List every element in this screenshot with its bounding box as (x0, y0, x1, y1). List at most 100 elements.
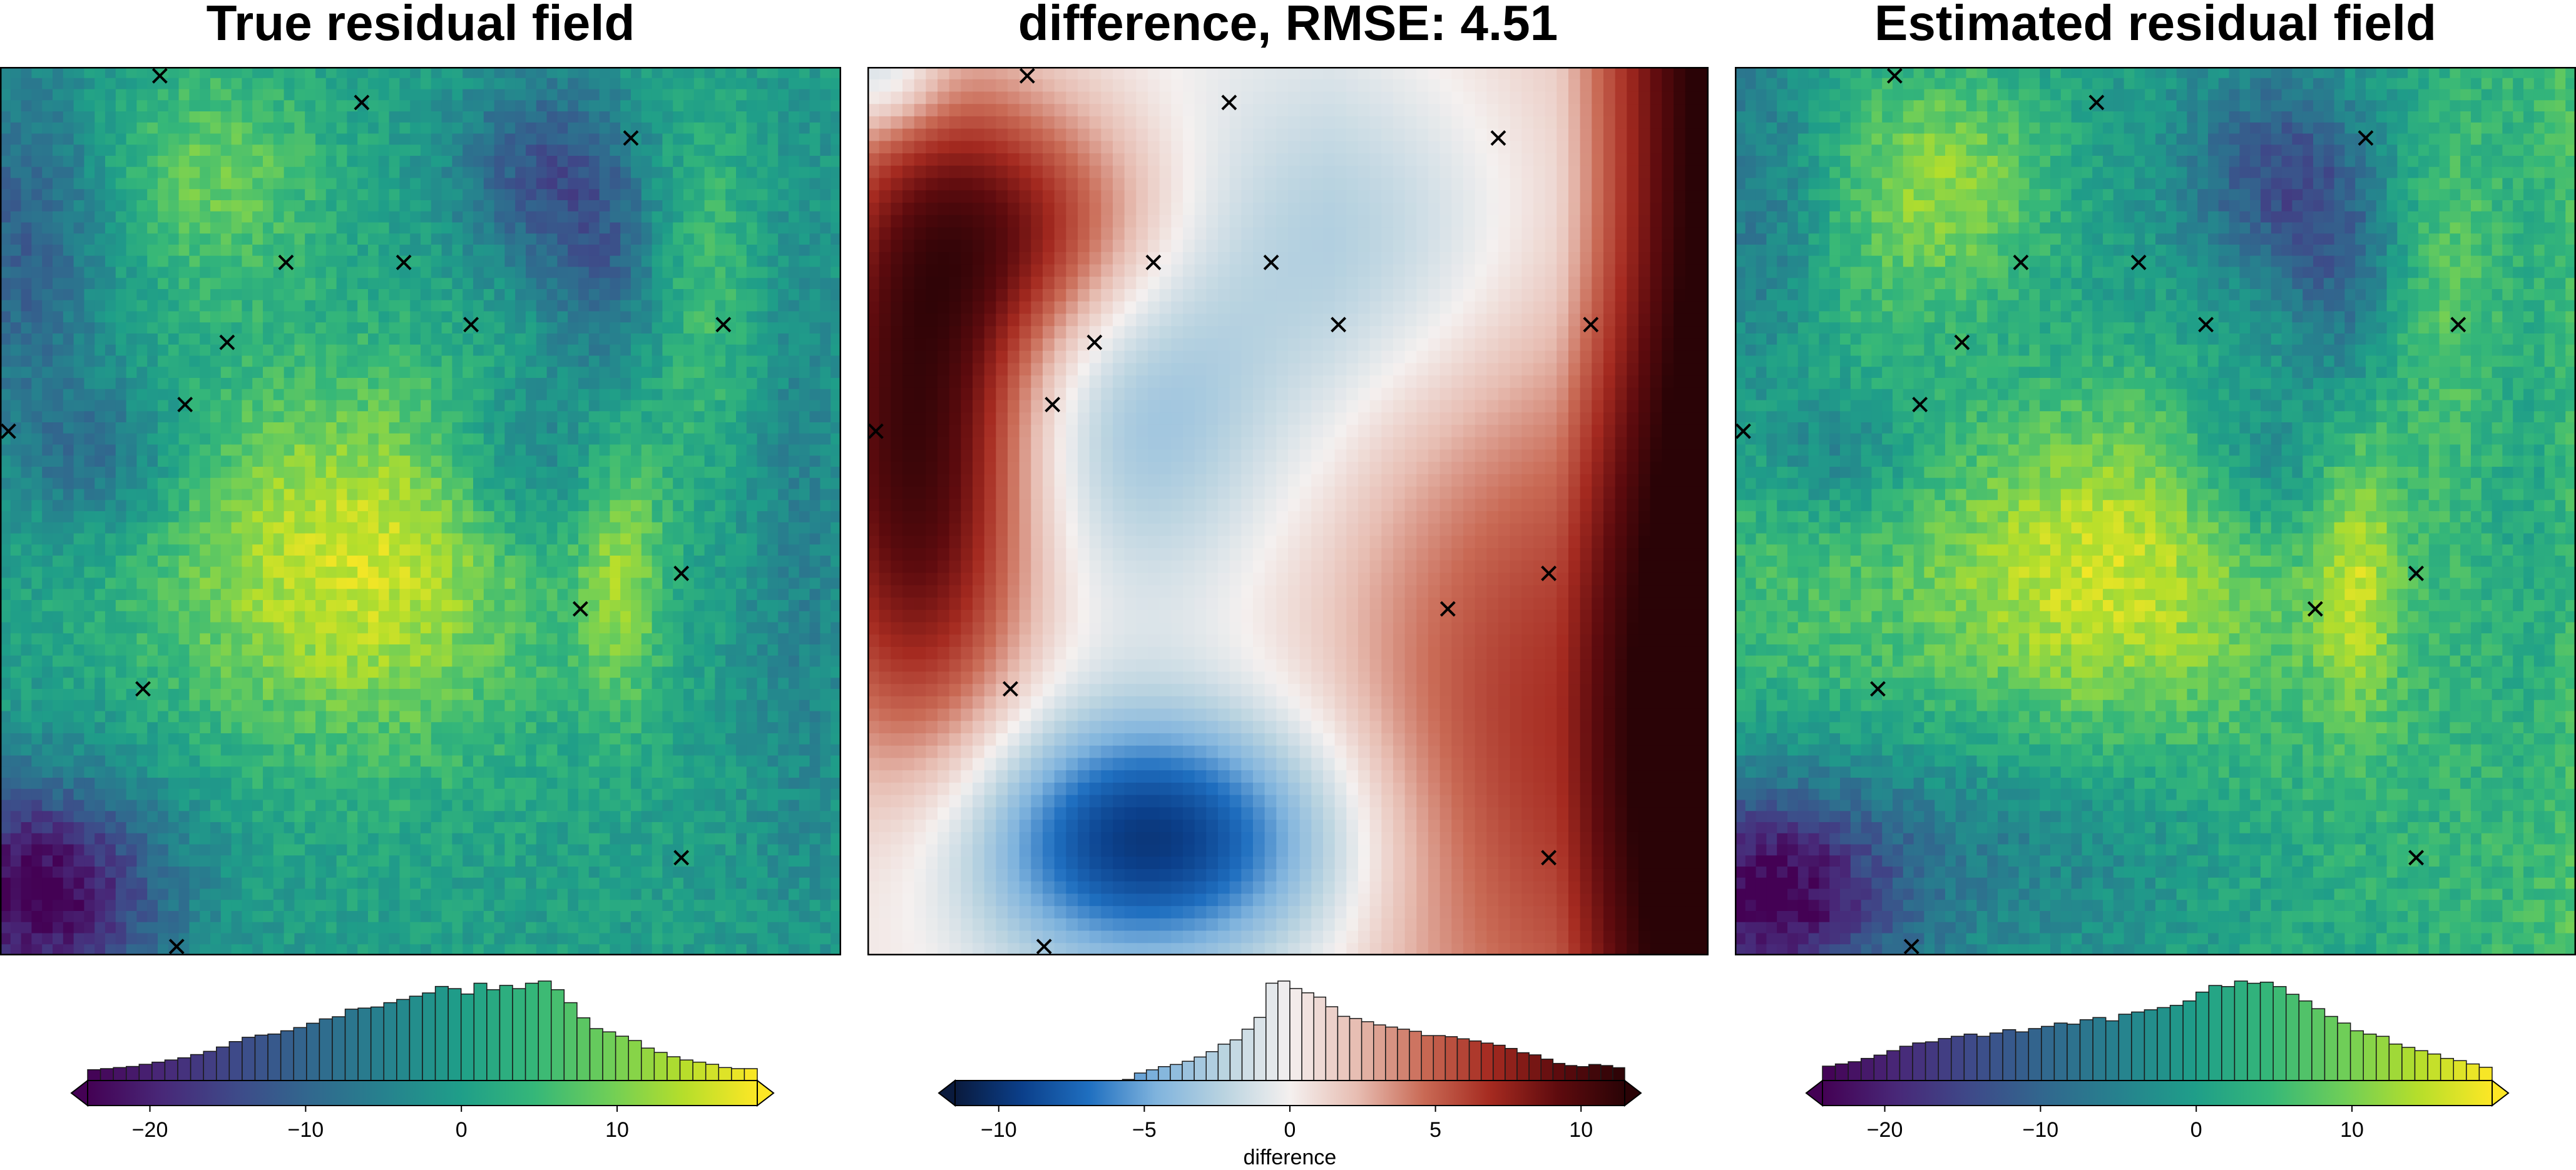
heatmap-cell (578, 100, 590, 112)
heatmap-cell (263, 267, 274, 278)
heatmap-cell (210, 433, 222, 445)
heatmap-cell (252, 344, 263, 357)
heatmap-cell (431, 333, 442, 345)
heatmap-cell (683, 289, 695, 301)
heatmap-cell (389, 311, 400, 323)
heatmap-cell (200, 655, 211, 668)
heatmap-cell (368, 400, 379, 412)
heatmap-cell (673, 533, 684, 545)
heatmap-cell (588, 722, 600, 734)
heatmap-cell (315, 233, 327, 245)
heatmap-cell (10, 511, 22, 523)
heatmap-cell (526, 556, 537, 567)
heatmap-cell (526, 111, 537, 123)
heatmap-cell (441, 589, 452, 601)
heatmap-cell (526, 533, 537, 545)
heatmap-cell (736, 589, 747, 601)
heatmap-cell (725, 566, 737, 579)
heatmap-cell (263, 577, 274, 589)
heatmap-cell (63, 666, 74, 678)
heatmap-cell (557, 189, 568, 201)
heatmap-cell (757, 278, 768, 290)
heatmap-cell (284, 245, 295, 257)
heatmap-cell (115, 477, 127, 490)
heatmap-cell (746, 400, 758, 412)
heatmap-cell (715, 222, 726, 234)
heatmap-cell (578, 211, 590, 223)
heatmap-cell (683, 611, 695, 623)
heatmap-cell (389, 722, 400, 734)
heatmap-cell (399, 233, 411, 245)
heatmap-cell (588, 467, 600, 479)
heatmap-cell (84, 556, 95, 567)
heatmap-cell (389, 78, 400, 90)
heatmap-cell (315, 589, 327, 601)
heatmap-cell (315, 422, 327, 434)
heatmap-cell (284, 133, 295, 145)
heatmap-cell (778, 278, 789, 290)
heatmap-cell (168, 400, 180, 412)
heatmap-cell (693, 211, 705, 223)
heatmap-cell (809, 522, 820, 534)
heatmap-cell (725, 145, 737, 156)
heatmap-cell (504, 577, 516, 589)
heatmap-cell (693, 600, 705, 612)
heatmap-cell (231, 100, 242, 112)
heatmap-cell (504, 111, 516, 123)
heatmap-cell (652, 100, 663, 112)
heatmap-cell (662, 733, 673, 745)
heatmap-cell (105, 200, 116, 212)
heatmap-cell (10, 500, 22, 512)
heatmap-cell (557, 67, 568, 79)
heatmap-cell (526, 611, 537, 623)
heatmap-cell (831, 267, 841, 278)
heatmap-cell (704, 400, 715, 412)
heatmap-cell (189, 111, 200, 123)
heatmap-cell (421, 222, 432, 234)
heatmap-cell (95, 733, 106, 745)
heatmap-cell (568, 455, 579, 467)
heatmap-cell (252, 511, 263, 523)
heatmap-cell (631, 600, 642, 612)
heatmap-cell (31, 467, 43, 479)
heatmap-cell (515, 411, 526, 423)
heatmap-cell (336, 655, 347, 668)
heatmap-cell (220, 166, 232, 179)
heatmap-cell (715, 289, 726, 301)
heatmap-cell (452, 622, 463, 634)
heatmap-cell (410, 211, 421, 223)
heatmap-cell (31, 544, 43, 556)
heatmap-cell (620, 644, 631, 656)
heatmap-cell (557, 78, 568, 90)
heatmap-cell (126, 333, 137, 345)
heatmap-cell (63, 489, 74, 501)
heatmap-cell (736, 422, 747, 434)
heatmap-cell (526, 211, 537, 223)
heatmap-cell (831, 178, 841, 190)
heatmap-cell (568, 733, 579, 745)
heatmap-cell (799, 78, 810, 90)
heatmap-cell (252, 389, 263, 401)
heatmap-cell (631, 189, 642, 201)
heatmap-cell (809, 666, 820, 678)
heatmap-cell (620, 577, 631, 589)
heatmap-cell (10, 666, 22, 678)
heatmap-cell (357, 633, 369, 645)
heatmap-cell (673, 222, 684, 234)
heatmap-cell (736, 111, 747, 123)
heatmap-cell (220, 156, 232, 168)
heatmap-cell (746, 89, 758, 101)
heatmap-cell (147, 689, 158, 701)
heatmap-cell (126, 222, 137, 234)
heatmap-cell (799, 378, 810, 390)
heatmap-cell (63, 678, 74, 689)
heatmap-cell (0, 67, 11, 79)
heatmap-cell (546, 477, 558, 490)
heatmap-cell (610, 300, 621, 312)
heatmap-cell (168, 455, 180, 467)
heatmap-cell (136, 222, 148, 234)
heatmap-cell (757, 156, 768, 168)
heatmap-cell (746, 322, 758, 334)
heatmap-cell (809, 267, 820, 278)
heatmap-cell (305, 278, 316, 290)
